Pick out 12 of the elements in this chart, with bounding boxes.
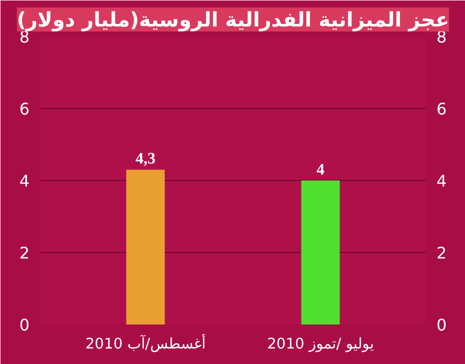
y-tick-label: 0 [19, 316, 30, 334]
y-tick-label: 4 [19, 172, 30, 190]
y-tick-label: 6 [19, 100, 30, 118]
data-label: 4,3 [136, 150, 156, 168]
data-label: 4 [316, 162, 324, 178]
y-tick-label: 2 [19, 244, 30, 262]
y2-tick-label: 6 [436, 100, 447, 118]
y2-tick-label: 0 [436, 316, 447, 334]
x-tick-label: أغسطس/آب 2010 [85, 334, 206, 352]
y2-tick-label: 2 [436, 244, 447, 262]
x-tick-label: يوليو /تموز 2010 [267, 336, 374, 352]
y2-tick-label: 4 [436, 172, 447, 190]
